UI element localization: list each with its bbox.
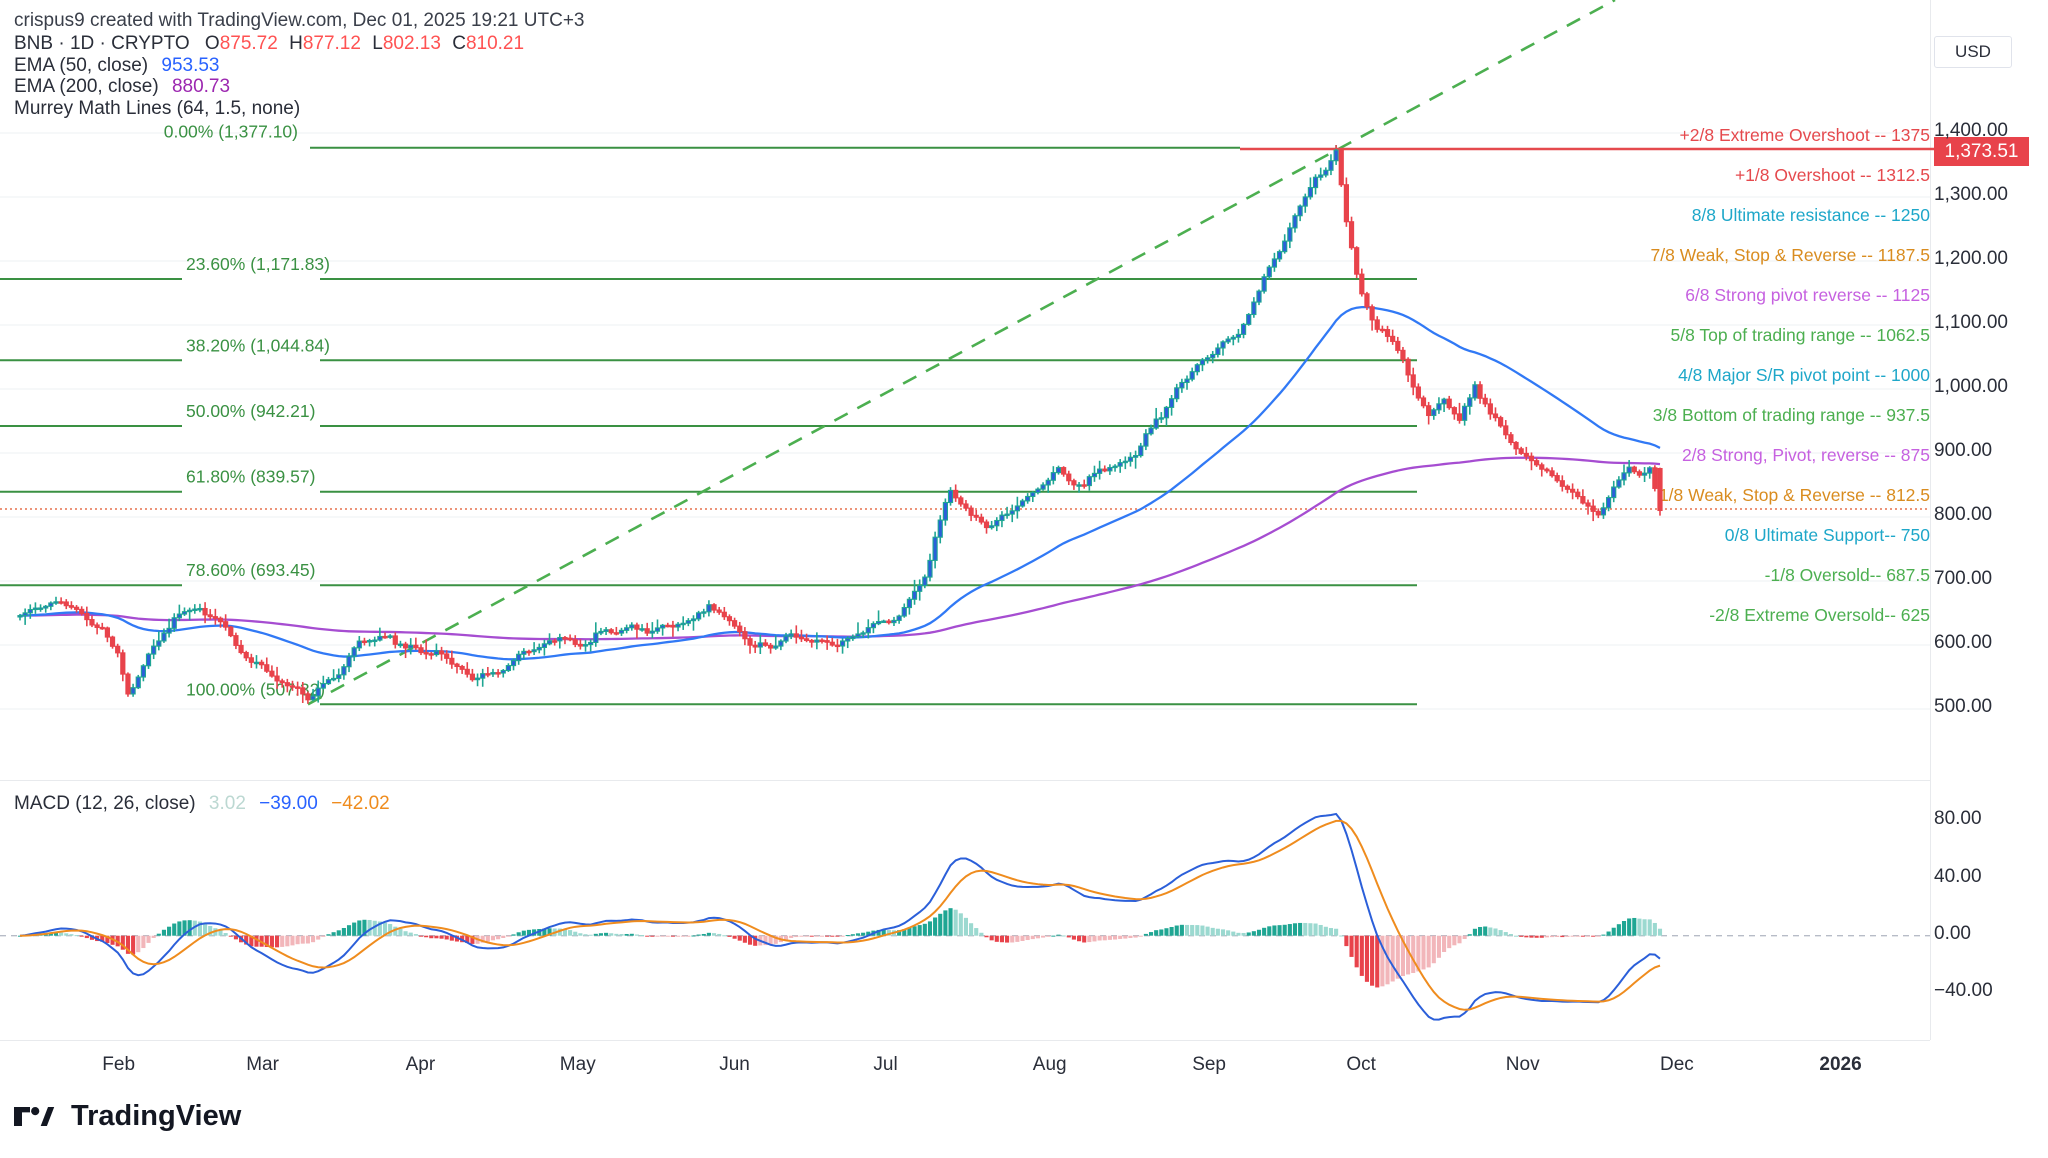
svg-text:-2/8 Extreme Oversold-- 625: -2/8 Extreme Oversold-- 625 — [1709, 605, 1930, 625]
svg-text:8/8 Ultimate resistance -- 12: 8/8 Ultimate resistance -- 1250 — [1692, 205, 1931, 225]
svg-text:3/8 Bottom of trading range --: 3/8 Bottom of trading range -- 937.5 — [1653, 405, 1930, 425]
svg-text:7/8 Weak, Stop & Reverse -- 1: 7/8 Weak, Stop & Reverse -- 1187.5 — [1651, 245, 1931, 265]
svg-text:+1/8 Overshoot -- 1312.5: +1/8 Overshoot -- 1312.5 — [1735, 165, 1930, 185]
svg-text:4/8 Major S/R pivot point --: 4/8 Major S/R pivot point -- 1000 — [1678, 365, 1930, 385]
svg-text:78.60% (693.45): 78.60% (693.45) — [186, 560, 315, 580]
svg-text:23.60% (1,171.83): 23.60% (1,171.83) — [186, 254, 330, 274]
svg-text:6/8 Strong pivot reverse -- 1: 6/8 Strong pivot reverse -- 1125 — [1685, 285, 1930, 305]
svg-text:0/8 Ultimate Support-- 750: 0/8 Ultimate Support-- 750 — [1725, 525, 1931, 545]
svg-text:1/8 Weak, Stop & Reverse -- 8: 1/8 Weak, Stop & Reverse -- 812.5 — [1659, 485, 1930, 505]
svg-text:61.80% (839.57): 61.80% (839.57) — [186, 467, 315, 487]
svg-text:38.20% (1,044.84): 38.20% (1,044.84) — [186, 335, 330, 355]
svg-text:2/8 Strong, Pivot, reverse --: 2/8 Strong, Pivot, reverse -- 875 — [1682, 445, 1930, 465]
svg-text:5/8 Top of trading range -- 1: 5/8 Top of trading range -- 1062.5 — [1671, 325, 1930, 345]
svg-text:50.00% (942.21): 50.00% (942.21) — [186, 401, 315, 421]
svg-text:-1/8 Oversold-- 687.5: -1/8 Oversold-- 687.5 — [1765, 565, 1930, 585]
svg-text:+2/8 Extreme Overshoot -- 137: +2/8 Extreme Overshoot -- 1375 — [1680, 125, 1930, 145]
svg-text:0.00% (1,377.10): 0.00% (1,377.10) — [164, 122, 298, 142]
